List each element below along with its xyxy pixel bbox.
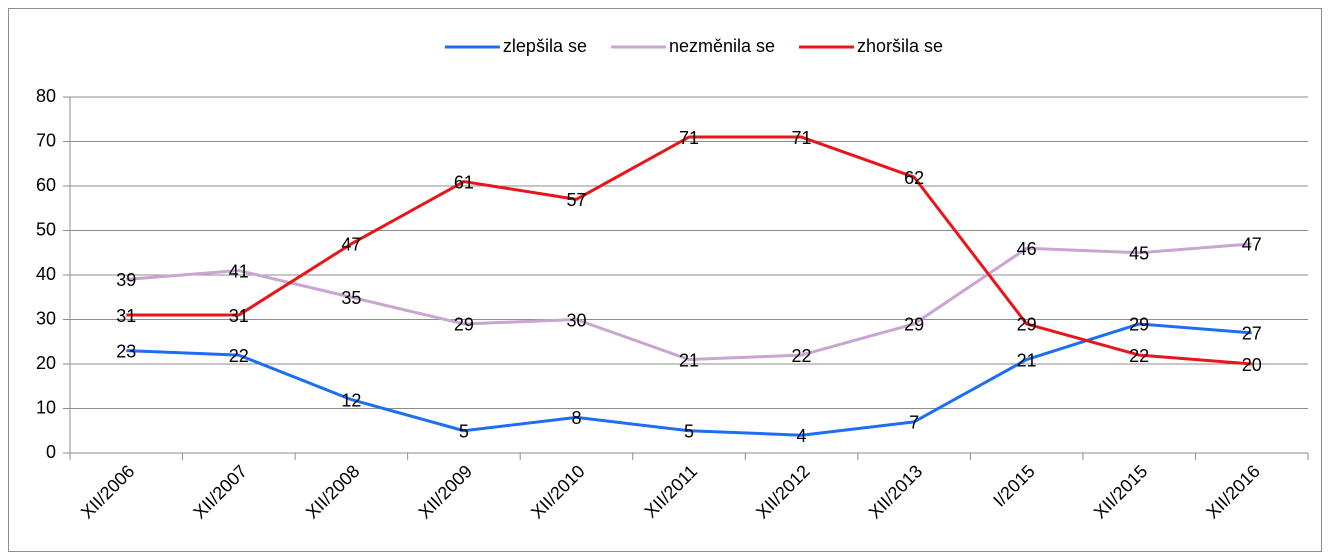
- y-tick-label: 60: [36, 175, 56, 195]
- y-tick-label: 50: [36, 219, 56, 239]
- data-label: 29: [904, 315, 924, 335]
- data-label: 39: [116, 270, 136, 290]
- data-label: 20: [1242, 355, 1262, 375]
- series-line: [126, 135, 1252, 366]
- data-label: 31: [116, 306, 136, 326]
- data-label: 71: [792, 128, 812, 148]
- data-label: 22: [1129, 346, 1149, 366]
- legend-label: zlepšila se: [503, 36, 587, 56]
- legend-label: nezměnila se: [669, 36, 775, 56]
- data-label: 41: [229, 261, 249, 281]
- y-tick-label: 80: [36, 86, 56, 106]
- y-tick-label: 40: [36, 264, 56, 284]
- legend: zlepšila se nezměnila se zhoršila se: [444, 36, 943, 56]
- data-label: 30: [566, 310, 586, 330]
- data-label: 62: [904, 168, 924, 188]
- data-label: 21: [679, 350, 699, 370]
- y-tick-label: 10: [36, 397, 56, 417]
- chart-frame: [8, 8, 1322, 552]
- data-label: 57: [566, 190, 586, 210]
- data-label: 47: [1242, 235, 1262, 255]
- data-label: 45: [1129, 244, 1149, 264]
- data-label: 29: [1129, 315, 1149, 335]
- data-label: 22: [229, 346, 249, 366]
- data-label: 61: [454, 172, 474, 192]
- data-label: 35: [341, 288, 361, 308]
- data-label: 21: [1017, 350, 1037, 370]
- data-label: 8: [571, 408, 581, 428]
- y-tick-label: 20: [36, 353, 56, 373]
- data-label: 71: [679, 128, 699, 148]
- data-label: 23: [116, 341, 136, 361]
- data-label: 12: [341, 390, 361, 410]
- data-label: 5: [459, 422, 469, 442]
- y-tick-label: 0: [46, 442, 56, 462]
- y-tick-label: 70: [36, 130, 56, 150]
- data-label: 46: [1017, 239, 1037, 259]
- data-label: 29: [1017, 315, 1037, 335]
- series-line: [126, 242, 1252, 362]
- data-label: 5: [684, 422, 694, 442]
- y-tick-label: 30: [36, 308, 56, 328]
- legend-label: zhoršila se: [857, 36, 943, 56]
- data-label: 31: [229, 306, 249, 326]
- data-label: 27: [1242, 324, 1262, 344]
- data-label: 7: [909, 413, 919, 433]
- data-label: 4: [797, 426, 807, 446]
- data-label: 29: [454, 315, 474, 335]
- series-line: [126, 322, 1252, 437]
- data-label: 47: [341, 235, 361, 255]
- data-label: 22: [792, 346, 812, 366]
